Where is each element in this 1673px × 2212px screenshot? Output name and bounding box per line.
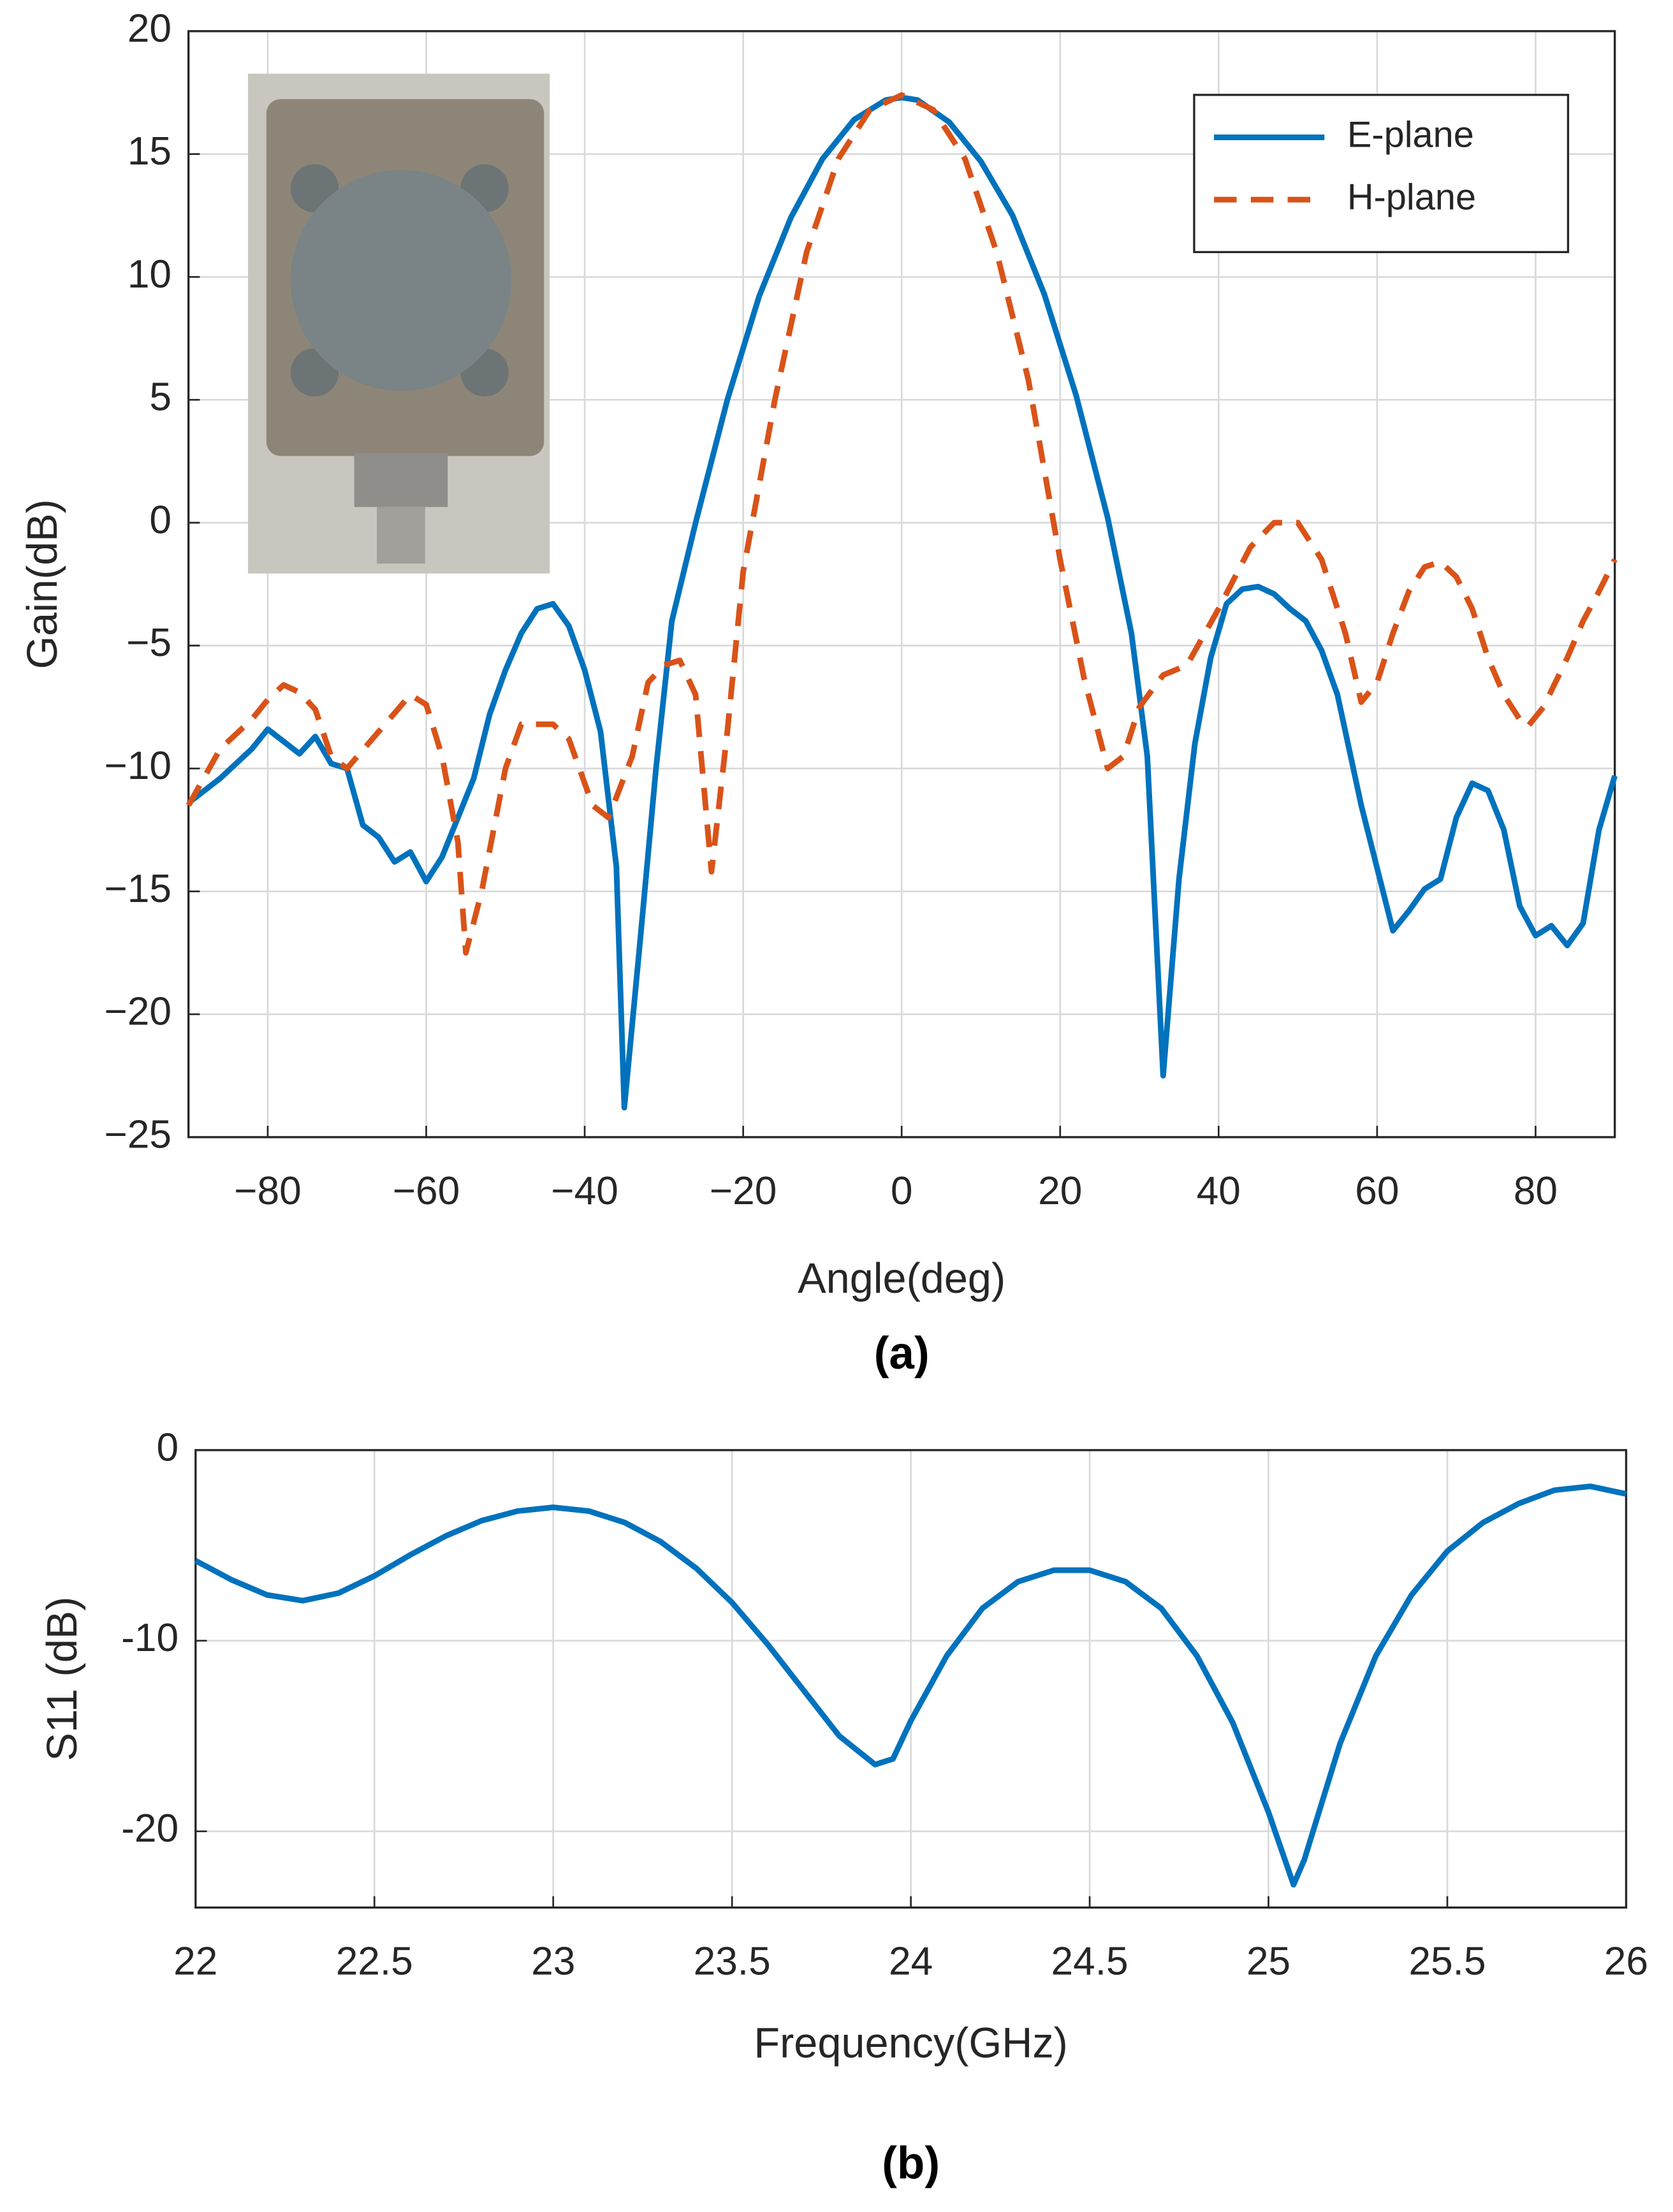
x-tick-label: 40: [1197, 1169, 1241, 1213]
x-tick-label: −80: [234, 1169, 302, 1213]
x-tick-label: 23: [531, 1940, 575, 1984]
caption: (a): [874, 1328, 930, 1379]
x-tick-label: 23.5: [694, 1940, 771, 1984]
x-axis-label: Frequency(GHz): [754, 2020, 1067, 2067]
x-tick-label: 24: [889, 1940, 933, 1984]
y-axis-label: Gain(dB): [19, 499, 66, 669]
data-line: [194, 1483, 1627, 1888]
x-axis-label: Angle(deg): [798, 1255, 1005, 1302]
x-tick-label: 25: [1246, 1940, 1290, 1984]
x-tick-label: 22.5: [336, 1940, 413, 1984]
x-tick-label: 80: [1514, 1169, 1558, 1213]
y-tick-label: −5: [126, 621, 172, 665]
x-tick-label: 22: [173, 1940, 217, 1984]
legend-label: H-plane: [1347, 177, 1476, 217]
photo-lens: [290, 170, 512, 391]
photo-connector: [354, 453, 448, 507]
caption: (b): [882, 2139, 940, 2189]
x-tick-label: 25.5: [1409, 1940, 1486, 1984]
y-tick-label: 15: [128, 129, 172, 173]
data-line: [186, 92, 1618, 956]
photo-connector-pin: [377, 507, 425, 564]
x-tick-label: 0: [891, 1169, 913, 1213]
x-tick-label: −60: [393, 1169, 460, 1213]
x-tick-label: −40: [551, 1169, 618, 1213]
y-tick-label: −25: [105, 1112, 172, 1156]
y-tick-label: 20: [128, 6, 172, 50]
y-tick-label: −10: [105, 744, 172, 788]
x-tick-label: 20: [1038, 1169, 1082, 1213]
plot-frame: [194, 1449, 1628, 1909]
x-tick-label: 24.5: [1051, 1940, 1129, 1984]
y-tick-label: -10: [121, 1616, 179, 1660]
x-tick-label: 26: [1604, 1940, 1648, 1984]
y-tick-label: 5: [149, 375, 172, 419]
data-line: [186, 94, 1618, 1111]
y-tick-label: -20: [121, 1807, 179, 1851]
y-tick-label: −15: [105, 867, 172, 911]
y-tick-label: −20: [105, 990, 172, 1034]
inset-photo: [247, 73, 550, 574]
y-tick-label: 10: [128, 252, 172, 296]
plot-frame: [187, 30, 1616, 1139]
y-tick-label: 0: [157, 1425, 179, 1469]
y-tick-label: 0: [149, 498, 172, 542]
x-tick-label: 60: [1355, 1169, 1399, 1213]
y-axis-label: S11 (dB): [39, 1597, 86, 1761]
legend-label: E-plane: [1347, 115, 1474, 156]
x-tick-label: −20: [710, 1169, 777, 1213]
legend-box: [1193, 94, 1570, 254]
